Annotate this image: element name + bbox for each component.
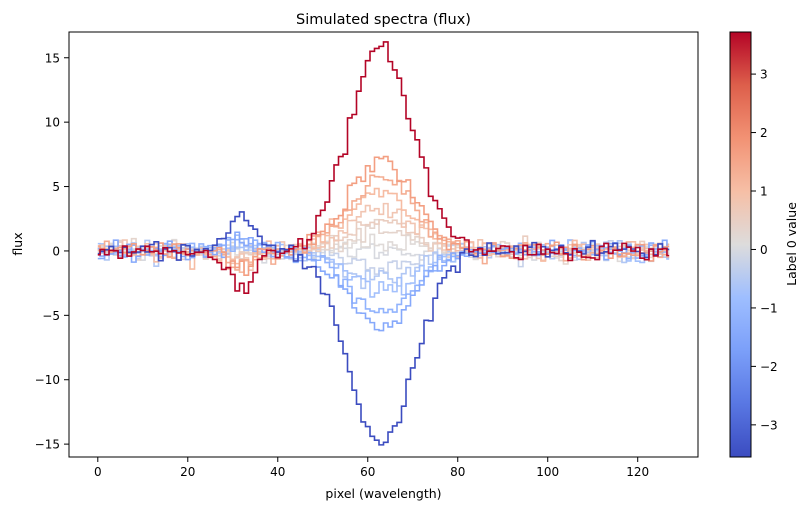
colorbar-tick-label: −2 (760, 360, 778, 374)
spectrum-line (97, 237, 670, 314)
x-tick-label: 40 (270, 465, 285, 479)
y-tick-label: 0 (52, 244, 60, 258)
y-tick-label: 15 (45, 51, 60, 65)
x-tick-label: 80 (450, 465, 465, 479)
colorbar-gradient (729, 31, 752, 458)
colorbar-tick-label: −3 (760, 418, 778, 432)
colorbar-ticks: −3 −2 −1 0 1 2 3 (751, 68, 778, 432)
x-tick-label: 0 (94, 465, 102, 479)
y-axis-label: flux (10, 232, 25, 255)
spectrum-line (97, 187, 670, 273)
x-axis-label: pixel (wavelength) (325, 486, 441, 501)
x-tick-label: 60 (360, 465, 375, 479)
colorbar-tick-label: 3 (760, 68, 768, 82)
spectrum-line (97, 41, 670, 294)
x-tick-label: 100 (536, 465, 559, 479)
y-axis: −15 −10 −5 0 5 10 15 (35, 51, 69, 452)
spectrum-line (97, 241, 670, 264)
colorbar-label: Label 0 value (784, 202, 799, 286)
y-tick-label: −10 (35, 373, 60, 387)
spectrum-line (97, 234, 670, 298)
y-tick-label: 10 (45, 116, 60, 130)
colorbar-tick-label: −1 (760, 301, 778, 315)
spectrum-line (97, 155, 670, 276)
y-tick-label: −15 (35, 438, 60, 452)
y-tick-label: 5 (52, 180, 60, 194)
colorbar-tick-label: 0 (760, 243, 768, 257)
colorbar-tick-label: 2 (760, 126, 768, 140)
y-tick-label: −5 (42, 309, 60, 323)
x-axis: 0 20 40 60 80 100 120 (94, 457, 649, 479)
x-tick-label: 120 (626, 465, 649, 479)
chart-title: Simulated spectra (flux) (296, 12, 471, 28)
series-layer (97, 41, 670, 446)
colorbar-tick-label: 1 (760, 185, 768, 199)
colorbar: −3 −2 −1 0 1 2 3 Label 0 value (729, 31, 799, 458)
plot-frame (68, 31, 699, 458)
x-tick-label: 20 (180, 465, 195, 479)
spectrum-line (97, 174, 670, 271)
